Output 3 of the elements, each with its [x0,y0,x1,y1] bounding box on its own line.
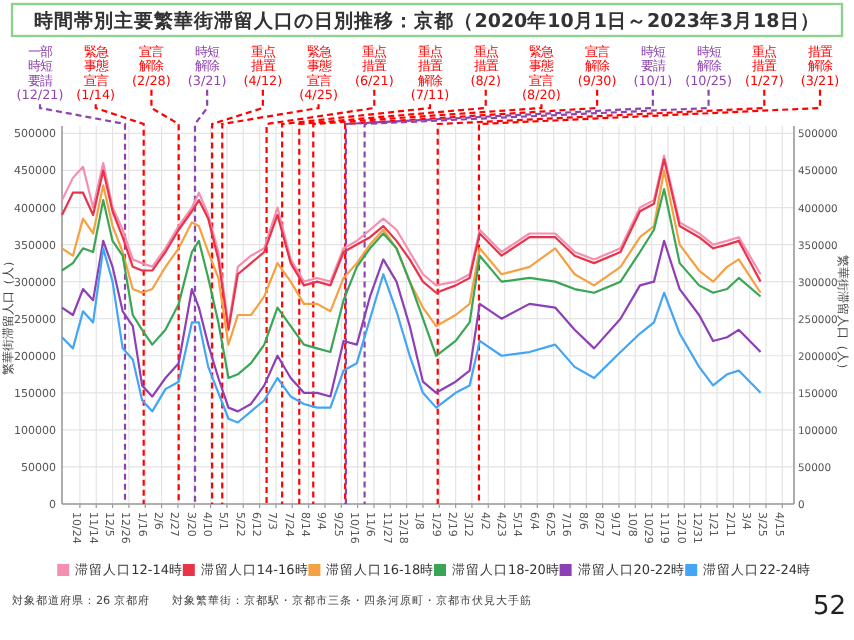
chart-title: 時間帯別主要繁華街滞留人口の日別推移：京都（2020年10月1日～2023年3月18日） [34,9,820,33]
text: 52 [812,592,846,622]
line-series [60,187,762,380]
